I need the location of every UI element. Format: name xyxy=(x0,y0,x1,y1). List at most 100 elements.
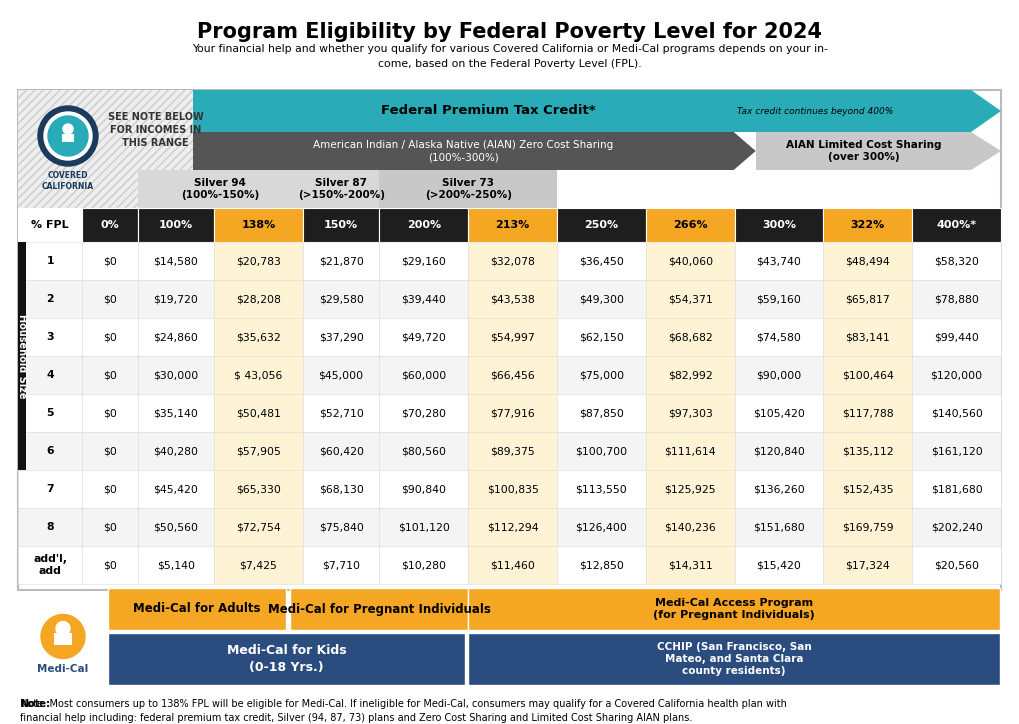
Bar xyxy=(303,432,379,470)
Bar xyxy=(303,508,379,546)
Bar xyxy=(18,90,193,208)
Text: $100,700: $100,700 xyxy=(576,446,628,456)
Text: $19,720: $19,720 xyxy=(154,294,199,304)
Text: $50,481: $50,481 xyxy=(236,408,281,418)
Bar xyxy=(468,242,557,280)
Text: Medi-Cal Access Program
(for Pregnant Individuals): Medi-Cal Access Program (for Pregnant In… xyxy=(653,598,815,620)
Bar xyxy=(18,280,83,318)
Bar xyxy=(83,356,138,394)
Text: SEE NOTE BELOW
FOR INCOMES IN
THIS RANGE: SEE NOTE BELOW FOR INCOMES IN THIS RANGE xyxy=(108,111,204,148)
Text: $105,420: $105,420 xyxy=(753,408,805,418)
Text: $113,550: $113,550 xyxy=(576,484,628,494)
Text: $10,280: $10,280 xyxy=(401,560,446,570)
Bar xyxy=(557,470,646,508)
Text: Federal Premium Tax Credit*: Federal Premium Tax Credit* xyxy=(381,104,596,117)
Bar xyxy=(735,394,823,432)
Text: $135,112: $135,112 xyxy=(842,446,894,456)
Text: $97,303: $97,303 xyxy=(667,408,712,418)
Text: $14,311: $14,311 xyxy=(667,560,712,570)
Text: $48,494: $48,494 xyxy=(846,256,891,266)
Text: $0: $0 xyxy=(103,294,117,304)
Bar xyxy=(646,432,735,470)
Text: Tax credit continues beyond 400%: Tax credit continues beyond 400% xyxy=(738,106,894,116)
Text: 8: 8 xyxy=(46,522,54,532)
Bar xyxy=(83,394,138,432)
Text: $0: $0 xyxy=(103,408,117,418)
Text: $39,440: $39,440 xyxy=(401,294,446,304)
Bar xyxy=(303,394,379,432)
Bar xyxy=(303,208,379,242)
Bar xyxy=(138,470,214,508)
Bar xyxy=(823,208,912,242)
Bar xyxy=(823,470,912,508)
Text: 6: 6 xyxy=(46,446,54,456)
Text: $83,141: $83,141 xyxy=(846,332,891,342)
Bar xyxy=(83,470,138,508)
Text: COVERED
CALIFORNIA: COVERED CALIFORNIA xyxy=(42,171,94,191)
Text: Medi-Cal for Pregnant Individuals: Medi-Cal for Pregnant Individuals xyxy=(268,602,490,615)
Bar xyxy=(214,356,303,394)
Text: $74,580: $74,580 xyxy=(756,332,801,342)
Text: $24,860: $24,860 xyxy=(154,332,199,342)
Text: $75,840: $75,840 xyxy=(319,522,364,532)
Bar xyxy=(18,318,83,356)
Bar xyxy=(468,633,1000,685)
Bar xyxy=(912,318,1001,356)
Text: add'l,
add: add'l, add xyxy=(33,554,67,576)
Text: 7: 7 xyxy=(46,484,54,494)
Bar xyxy=(214,432,303,470)
Bar xyxy=(823,318,912,356)
Text: $181,680: $181,680 xyxy=(930,484,982,494)
Text: 100%: 100% xyxy=(159,220,193,230)
Bar xyxy=(138,318,214,356)
Text: Silver 94
(100%-150%): Silver 94 (100%-150%) xyxy=(181,178,260,201)
Bar xyxy=(646,394,735,432)
Text: 266%: 266% xyxy=(673,220,707,230)
Bar xyxy=(379,318,468,356)
Bar xyxy=(18,470,83,508)
Text: 138%: 138% xyxy=(242,220,275,230)
Bar xyxy=(138,208,214,242)
Bar xyxy=(193,132,734,170)
Bar xyxy=(18,432,83,470)
Bar xyxy=(138,394,214,432)
Bar xyxy=(214,546,303,584)
Bar xyxy=(379,508,468,546)
Text: $66,456: $66,456 xyxy=(490,370,535,380)
Text: Silver 73
(>200%-250%): Silver 73 (>200%-250%) xyxy=(425,178,512,201)
Bar xyxy=(379,432,468,470)
Bar xyxy=(214,280,303,318)
Bar xyxy=(379,546,468,584)
Bar xyxy=(468,508,557,546)
Bar xyxy=(138,432,214,470)
Bar xyxy=(823,394,912,432)
Bar xyxy=(646,280,735,318)
Text: $100,464: $100,464 xyxy=(842,370,894,380)
Text: 3: 3 xyxy=(46,332,54,342)
Text: $45,420: $45,420 xyxy=(154,484,199,494)
Text: $50,560: $50,560 xyxy=(154,522,199,532)
Bar xyxy=(138,280,214,318)
Bar xyxy=(646,356,735,394)
Bar xyxy=(912,470,1001,508)
Text: $75,000: $75,000 xyxy=(579,370,624,380)
Bar xyxy=(18,394,83,432)
Bar xyxy=(83,432,138,470)
Text: $161,120: $161,120 xyxy=(930,446,982,456)
Bar xyxy=(138,242,214,280)
Bar xyxy=(646,242,735,280)
Bar xyxy=(756,132,971,170)
Bar xyxy=(557,318,646,356)
Text: $68,130: $68,130 xyxy=(319,484,364,494)
Text: $37,290: $37,290 xyxy=(319,332,364,342)
Text: $120,000: $120,000 xyxy=(930,370,982,380)
Text: $43,740: $43,740 xyxy=(756,256,801,266)
Text: $90,000: $90,000 xyxy=(756,370,802,380)
Text: $99,440: $99,440 xyxy=(934,332,979,342)
Bar xyxy=(912,508,1001,546)
Text: 4: 4 xyxy=(46,370,54,380)
Text: 200%: 200% xyxy=(407,220,441,230)
Bar xyxy=(912,546,1001,584)
Text: $117,788: $117,788 xyxy=(842,408,894,418)
Bar xyxy=(193,90,971,132)
